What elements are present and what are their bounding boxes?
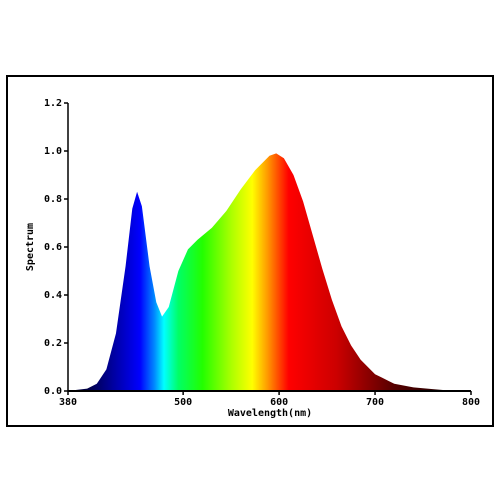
- y-tick-label: 1.0: [44, 146, 62, 157]
- spectrum-area: [68, 153, 455, 391]
- y-axis-label: Spectrum: [25, 223, 36, 271]
- y-tick-label: 0.0: [44, 386, 62, 397]
- frame: [6, 75, 494, 427]
- y-tick-label: 0.2: [44, 338, 62, 349]
- y-tick-label: 0.8: [44, 194, 62, 205]
- x-tick-label: 800: [462, 397, 480, 408]
- x-tick-label: 500: [174, 397, 192, 408]
- y-tick-label: 0.4: [44, 290, 62, 301]
- x-tick-label: 600: [270, 397, 288, 408]
- y-tick-label: 1.2: [44, 98, 62, 109]
- x-tick-label: 700: [366, 397, 384, 408]
- x-tick-label: 380: [59, 397, 77, 408]
- y-tick-label: 0.6: [44, 242, 62, 253]
- x-axis-label: Wavelength(nm): [228, 408, 312, 419]
